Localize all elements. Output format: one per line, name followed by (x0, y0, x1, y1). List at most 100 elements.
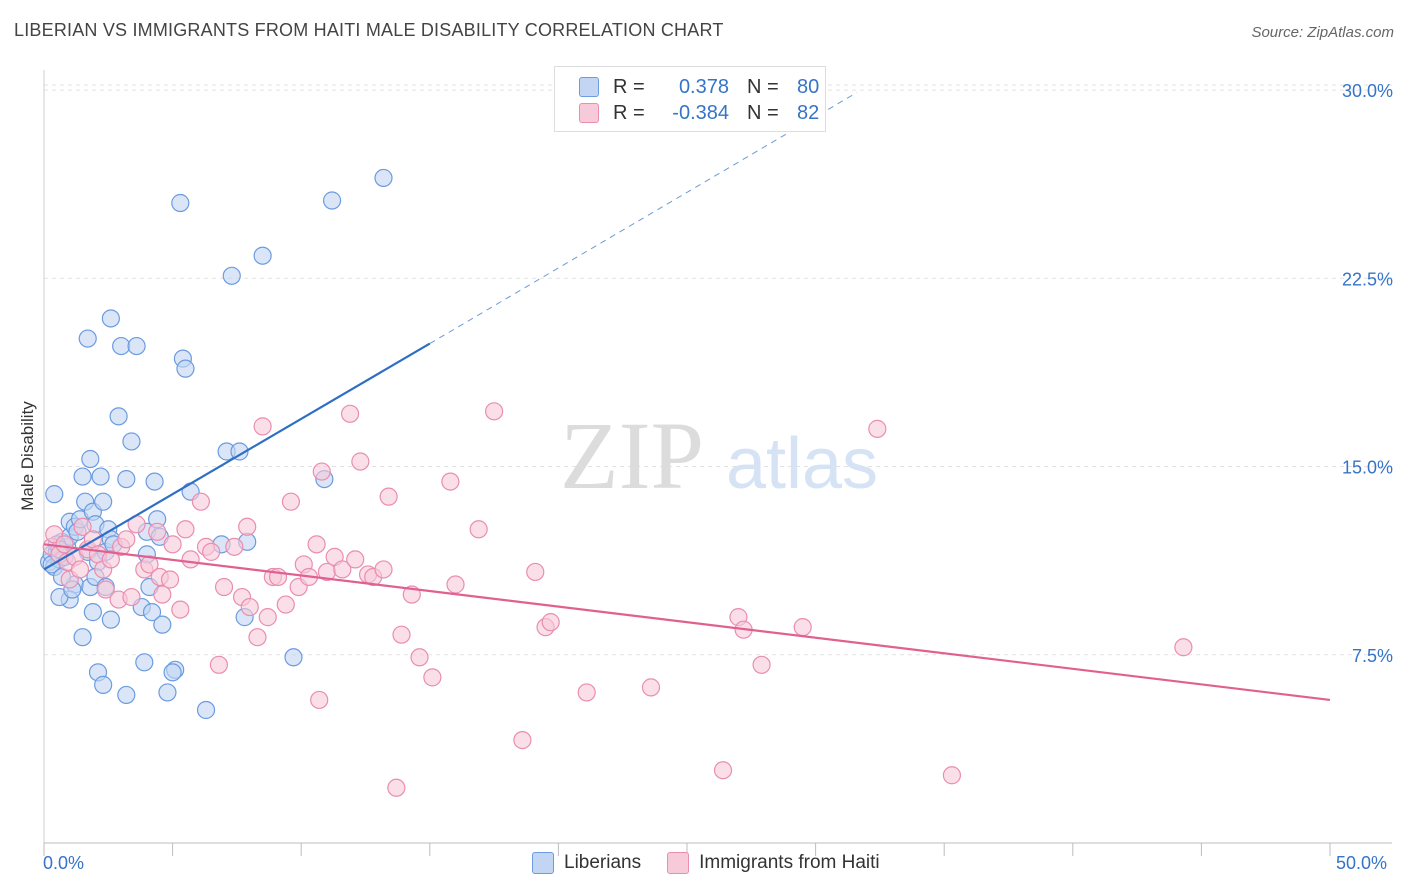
legend-row-haiti: R = -0.384 N = 82 (579, 101, 819, 125)
haiti-point (253, 417, 272, 436)
liberian-point (322, 191, 342, 210)
liberian-point (122, 432, 141, 451)
liberian-point (94, 492, 113, 511)
liberian-point (176, 359, 195, 378)
liberian-point (253, 246, 272, 265)
haiti-point (469, 520, 488, 539)
liberian-point (94, 675, 113, 694)
legend-item-liberians: Liberians (532, 852, 641, 874)
liberian-point (196, 700, 216, 720)
liberian-point (83, 603, 102, 622)
haiti-point (312, 462, 331, 481)
haiti-point (340, 404, 360, 423)
haiti-point (70, 560, 90, 579)
legend-item-haiti: Immigrants from Haiti (667, 852, 880, 874)
haiti-point (160, 570, 180, 589)
liberian-trend-line (43, 342, 431, 571)
x-tick-label-right: 50.0% (1336, 853, 1388, 873)
liberian-point (109, 407, 128, 426)
haiti-point (577, 683, 596, 702)
haiti-point (374, 560, 393, 579)
y-tick-label: 7.5% (1352, 646, 1393, 666)
y-tick-labels: 7.5% 15.0% 22.5% 30.0% (1342, 81, 1393, 666)
legend-swatch-liberians (579, 77, 599, 97)
chart-title: LIBERIAN VS IMMIGRANTS FROM HAITI MALE D… (14, 20, 724, 40)
liberian-point (374, 168, 393, 188)
haiti-point (96, 580, 115, 599)
haiti-point (171, 600, 190, 619)
legend-row-liberians: R = 0.378 N = 80 (579, 75, 819, 99)
haiti-point (225, 537, 244, 556)
liberian-point (127, 336, 146, 356)
series-haiti (42, 402, 1193, 797)
haiti-trend-line (43, 543, 1331, 702)
haiti-point (310, 690, 329, 710)
haiti-point (423, 668, 442, 687)
liberian-point (117, 685, 136, 705)
legend-r-value: 0.378 (678, 75, 729, 98)
haiti-point (942, 766, 962, 785)
haiti-point (181, 550, 200, 569)
liberian-trend-extension (429, 92, 858, 344)
haiti-point (485, 402, 504, 421)
legend-r-value: -0.384 (672, 101, 729, 124)
y-axis-label: Male Disability (18, 401, 37, 511)
haiti-point (117, 530, 136, 549)
haiti-point (641, 678, 661, 697)
haiti-point (163, 535, 182, 554)
haiti-point (410, 648, 429, 667)
haiti-point (140, 555, 159, 574)
haiti-point (55, 535, 74, 554)
haiti-point (122, 587, 141, 607)
liberian-point (284, 648, 303, 667)
haiti-point (446, 575, 465, 594)
haiti-point (526, 562, 545, 582)
haiti-point (379, 487, 398, 506)
haiti-point (202, 542, 221, 561)
haiti-point (240, 597, 259, 617)
liberian-point (222, 266, 241, 285)
haiti-point (351, 452, 370, 471)
liberian-point (78, 329, 97, 348)
liberian-point (142, 603, 162, 622)
liberian-point (81, 449, 100, 469)
haiti-point (793, 618, 812, 637)
liberian-point (158, 683, 177, 702)
legend-n-label: N = (747, 75, 779, 98)
haiti-point (387, 778, 406, 797)
y-tick-label: 30.0% (1342, 81, 1393, 101)
haiti-point (101, 550, 120, 569)
haiti-point (258, 608, 277, 627)
liberian-point (73, 467, 92, 486)
liberian-point (117, 469, 136, 489)
haiti-point (868, 419, 887, 438)
watermark-atlas: atlas (726, 424, 878, 504)
haiti-point (333, 560, 352, 579)
haiti-point (214, 577, 234, 597)
legend-n-value: 80 (797, 75, 820, 98)
legend-r-label: R = (613, 75, 645, 98)
haiti-point (713, 761, 733, 780)
haiti-point (276, 595, 295, 614)
legend-label-haiti: Immigrants from Haiti (699, 852, 880, 873)
legend-swatch-liberians (532, 852, 554, 874)
haiti-point (238, 517, 257, 536)
liberian-point (171, 193, 190, 213)
liberian-point (112, 336, 131, 356)
stats-legend: R = 0.378 N = 80 R = -0.384 N = 82 (554, 66, 826, 132)
series-liberians (40, 168, 393, 720)
legend-n-value: 82 (797, 101, 820, 124)
trend-lines (43, 92, 1331, 702)
haiti-point (307, 535, 326, 554)
haiti-point (513, 731, 532, 750)
liberian-point (163, 663, 182, 682)
haiti-point (73, 517, 92, 536)
haiti-point (176, 520, 195, 539)
haiti-point (209, 655, 228, 674)
series-legend: Liberians Immigrants from Haiti (532, 852, 906, 874)
haiti-point (281, 492, 301, 511)
liberian-point (153, 615, 172, 634)
x-tick-label-left: 0.0% (43, 853, 85, 873)
legend-r-label: R = (613, 101, 645, 124)
